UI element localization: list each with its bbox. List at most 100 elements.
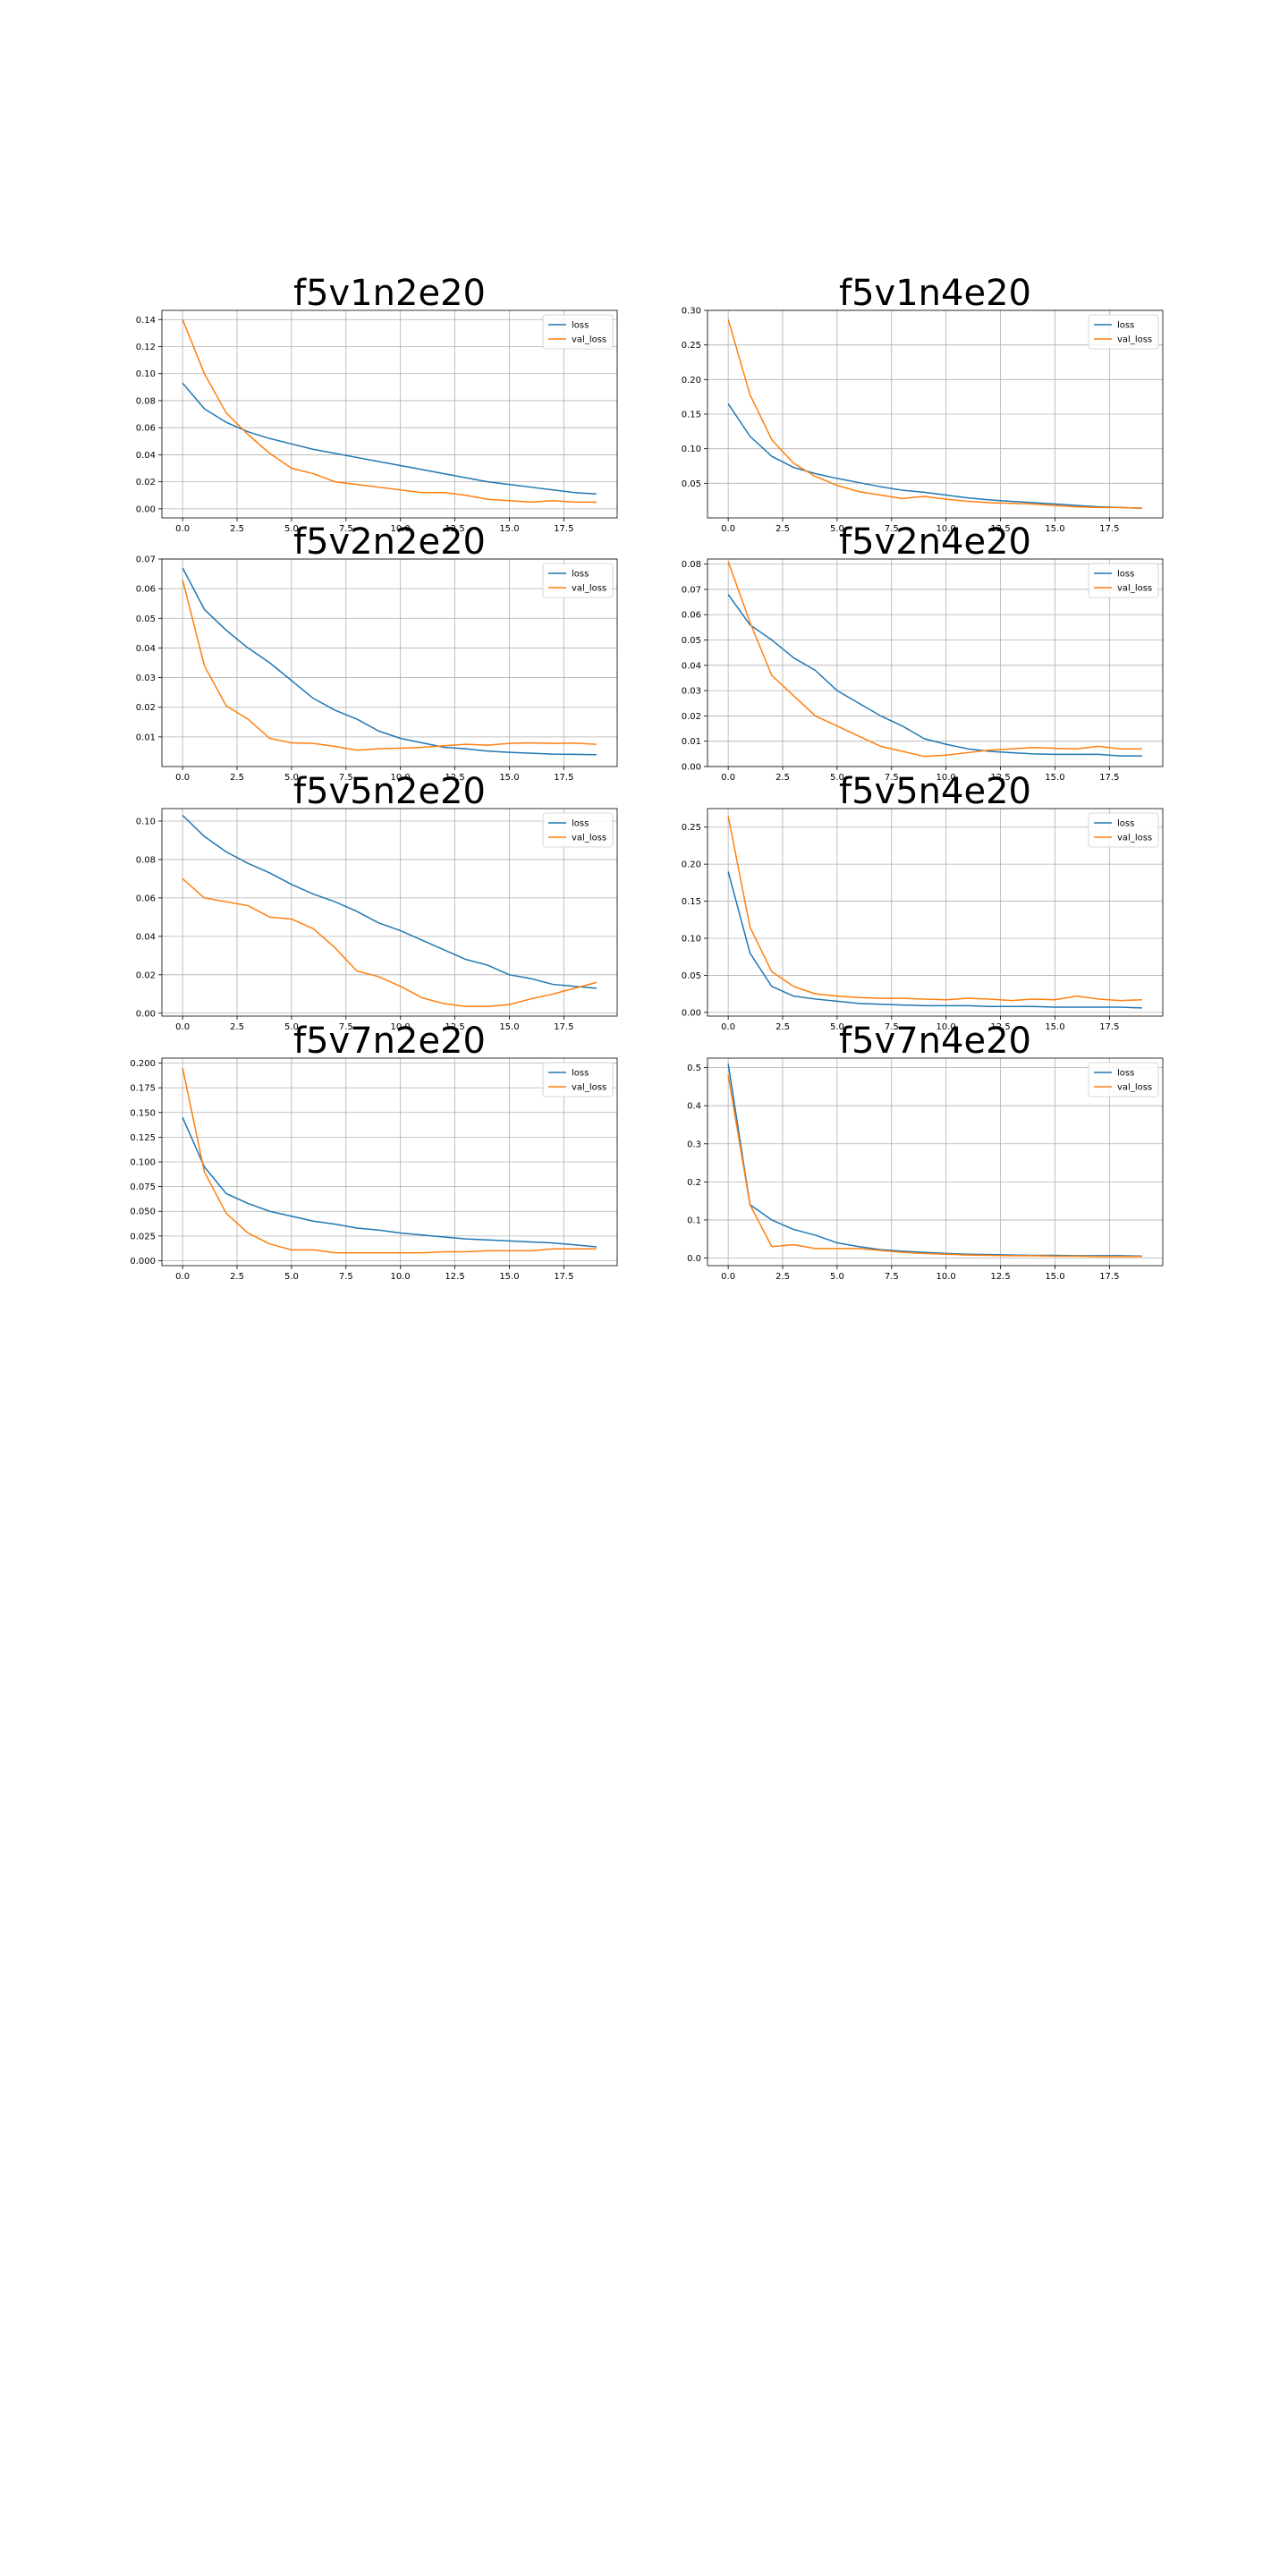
plot-area xyxy=(162,559,617,767)
y-tick-label: 0.200 xyxy=(130,1059,156,1069)
y-tick-label: 0.08 xyxy=(136,396,156,406)
legend-label-val_loss: val_loss xyxy=(572,335,606,345)
x-tick-label: 5.0 xyxy=(284,773,299,783)
x-tick-label: 7.5 xyxy=(339,1272,353,1282)
x-tick-label: 12.5 xyxy=(445,1272,464,1282)
legend-label-val_loss: val_loss xyxy=(572,834,606,843)
x-tick-label: 17.5 xyxy=(554,1022,573,1032)
series-line-loss xyxy=(727,594,1142,757)
legend-label-val_loss: val_loss xyxy=(572,1083,606,1093)
subplot-f5v5n4e20: 0.0 2.5 5.0 7.5 10.0 12.5 15.0 17.5 0.00 0.05 0.10… xyxy=(682,771,1164,1032)
x-tick-label: 0.0 xyxy=(721,1272,735,1282)
x-tick-label: 17.5 xyxy=(1099,1022,1119,1032)
legend: loss val_loss xyxy=(542,314,614,350)
y-tick-label: 0.20 xyxy=(682,860,701,870)
plot-area xyxy=(708,1058,1163,1266)
x-tick-label: 2.5 xyxy=(775,524,790,534)
series-line-loss xyxy=(182,567,597,756)
x-tick-label: 7.5 xyxy=(885,524,899,534)
x-tick-label: 12.5 xyxy=(990,1022,1010,1032)
x-tick-label: 2.5 xyxy=(775,773,790,783)
x-tick-label: 10.0 xyxy=(936,773,956,783)
x-tick-label: 0.0 xyxy=(175,1022,190,1032)
x-tick-label: 12.5 xyxy=(990,773,1010,783)
series-line-val_loss xyxy=(182,877,597,1008)
subplot-title: f5v1n4e20 xyxy=(839,273,1031,314)
y-tick-label: 0.04 xyxy=(136,644,156,654)
y-tick-label: 0.050 xyxy=(130,1208,156,1217)
x-tick-label: 17.5 xyxy=(554,773,573,783)
x-tick-label: 5.0 xyxy=(284,1022,299,1032)
legend: loss val_loss xyxy=(1088,563,1159,598)
y-tick-label: 0.04 xyxy=(136,451,156,461)
series-line-val_loss xyxy=(182,1067,597,1254)
y-tick-label: 0.06 xyxy=(136,894,156,903)
y-tick-label: 0.2 xyxy=(687,1178,701,1188)
x-tick-label: 7.5 xyxy=(339,524,353,534)
x-tick-label: 7.5 xyxy=(339,1022,353,1032)
x-tick-label: 10.0 xyxy=(936,1022,956,1032)
y-tick-label: 0.08 xyxy=(682,560,701,570)
legend-label-loss: loss xyxy=(1117,1069,1134,1079)
y-tick-label: 0.10 xyxy=(136,369,156,379)
y-tick-label: 0.1 xyxy=(687,1216,701,1225)
y-tick-label: 0.05 xyxy=(136,614,156,624)
x-tick-label: 15.0 xyxy=(499,1272,519,1282)
x-tick-label: 2.5 xyxy=(775,1022,790,1032)
legend: loss val_loss xyxy=(542,1062,614,1097)
x-tick-label: 2.5 xyxy=(230,524,244,534)
legend: loss val_loss xyxy=(1088,314,1159,350)
legend-box xyxy=(1088,563,1159,598)
y-tick-label: 0.04 xyxy=(682,661,701,671)
subplot-title: f5v1n2e20 xyxy=(293,273,486,314)
plot-area xyxy=(708,809,1163,1016)
x-tick-label: 10.0 xyxy=(391,773,411,783)
x-tick-label: 7.5 xyxy=(339,773,353,783)
x-tick-label: 5.0 xyxy=(284,524,299,534)
x-tick-label: 5.0 xyxy=(830,524,844,534)
legend-label-loss: loss xyxy=(1117,819,1134,829)
x-tick-label: 5.0 xyxy=(830,1022,844,1032)
x-tick-label: 5.0 xyxy=(830,773,844,783)
legend-box xyxy=(542,314,614,350)
y-tick-label: 0.01 xyxy=(136,733,156,742)
x-tick-label: 10.0 xyxy=(391,524,411,534)
x-tick-label: 2.5 xyxy=(230,773,244,783)
x-tick-label: 15.0 xyxy=(499,773,519,783)
x-tick-label: 0.0 xyxy=(175,524,190,534)
x-tick-label: 15.0 xyxy=(1045,773,1064,783)
subplot-title: f5v5n4e20 xyxy=(839,771,1031,812)
plot-area xyxy=(162,310,617,518)
subplot-f5v2n2e20: 0.0 2.5 5.0 7.5 10.0 12.5 15.0 17.5 0.01 0.02 0.03… xyxy=(136,521,618,783)
legend-label-loss: loss xyxy=(572,321,589,331)
y-tick-label: 0.00 xyxy=(682,1008,701,1018)
y-tick-label: 0.000 xyxy=(130,1257,156,1267)
x-tick-label: 2.5 xyxy=(230,1022,244,1032)
y-tick-label: 0.075 xyxy=(130,1182,156,1192)
legend-label-loss: loss xyxy=(1117,321,1134,331)
y-tick-label: 0.07 xyxy=(136,555,156,565)
x-tick-label: 10.0 xyxy=(391,1022,411,1032)
axes-frame xyxy=(707,808,1164,1017)
y-tick-label: 0.5 xyxy=(687,1063,701,1073)
legend-box xyxy=(1088,314,1159,350)
x-tick-label: 12.5 xyxy=(445,524,464,534)
x-tick-label: 17.5 xyxy=(554,524,573,534)
x-tick-label: 12.5 xyxy=(990,524,1010,534)
y-tick-label: 0.05 xyxy=(682,636,701,646)
series-line-val_loss xyxy=(727,816,1142,1002)
subplot-f5v7n2e20: 0.0 2.5 5.0 7.5 10.0 12.5 15.0 17.5 0.000 0.025 0.… xyxy=(130,1021,618,1282)
x-tick-label: 10.0 xyxy=(936,524,956,534)
x-tick-label: 10.0 xyxy=(391,1272,411,1282)
x-tick-label: 17.5 xyxy=(554,1272,573,1282)
x-tick-label: 15.0 xyxy=(1045,1272,1064,1282)
y-tick-label: 0.15 xyxy=(682,411,701,420)
y-tick-label: 0.175 xyxy=(130,1084,156,1094)
legend: loss val_loss xyxy=(1088,812,1159,848)
legend-label-loss: loss xyxy=(1117,570,1134,580)
y-tick-label: 0.06 xyxy=(136,585,156,595)
y-tick-label: 0.025 xyxy=(130,1232,156,1241)
y-tick-label: 0.100 xyxy=(130,1158,156,1168)
x-tick-label: 10.0 xyxy=(936,1272,956,1282)
legend-label-val_loss: val_loss xyxy=(1117,584,1152,594)
